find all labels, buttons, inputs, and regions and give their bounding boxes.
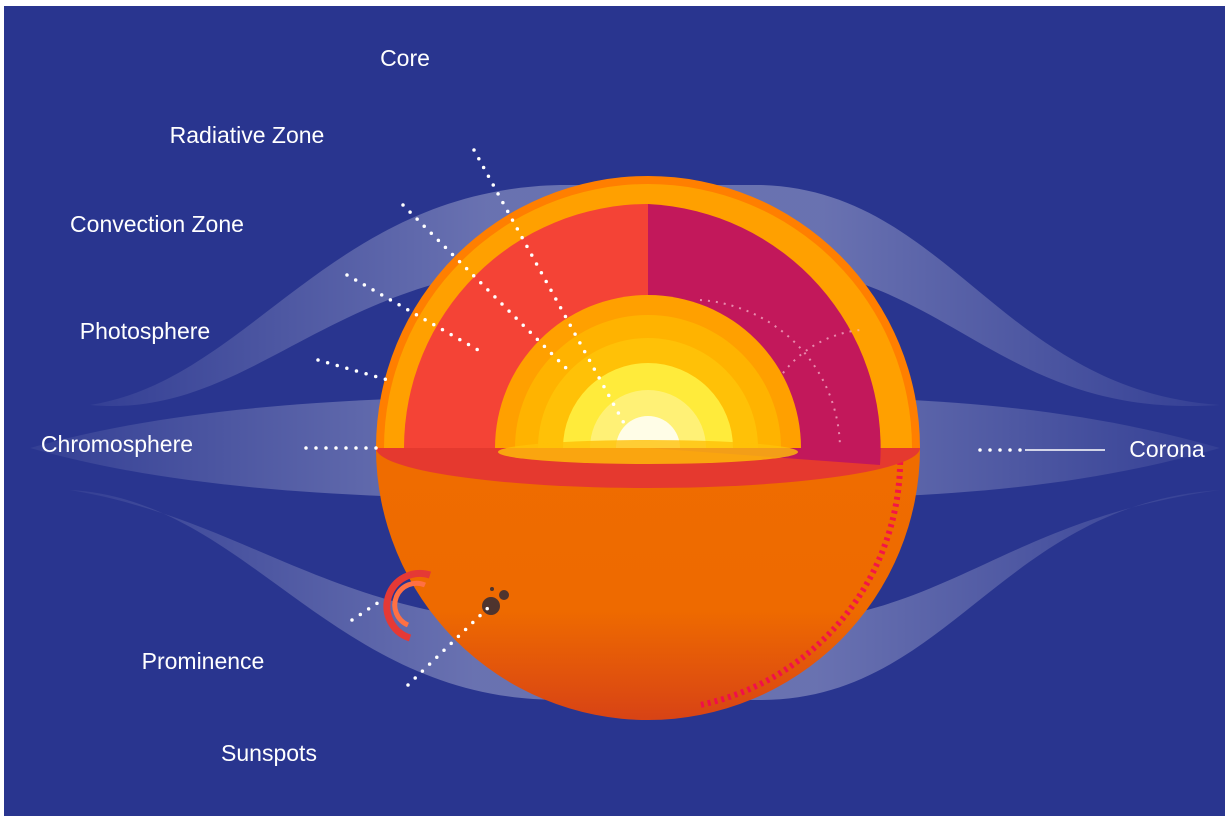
label: Chromosphere [41,431,193,457]
label: Core [380,45,430,71]
label: Radiative Zone [170,122,325,148]
sun [376,176,920,720]
label: Corona [1129,436,1205,462]
label: Convection Zone [70,211,244,237]
label: Photosphere [80,318,210,344]
label: Sunspots [221,740,317,766]
leader-lines [304,148,1105,687]
label: Prominence [142,648,265,674]
